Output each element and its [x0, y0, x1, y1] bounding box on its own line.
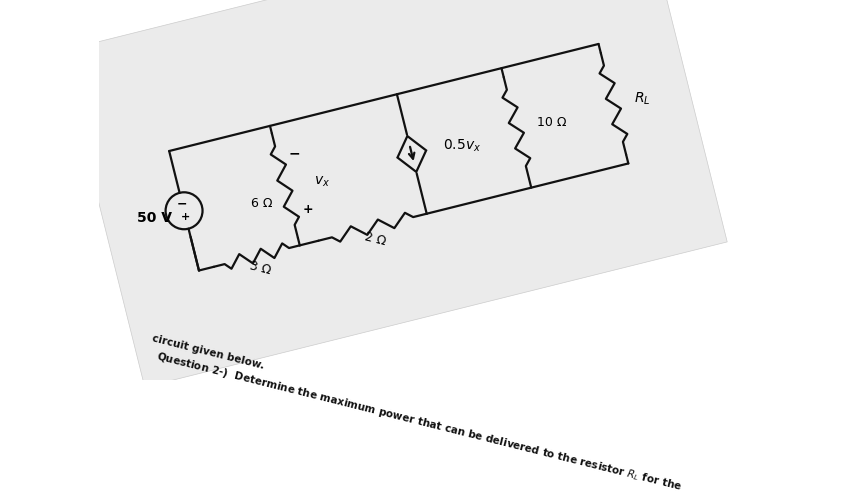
Text: 10 Ω: 10 Ω [538, 116, 567, 129]
Text: 3 Ω: 3 Ω [247, 259, 272, 277]
Text: circuit given below.: circuit given below. [151, 333, 265, 370]
Text: −: − [177, 198, 187, 210]
Text: 2 Ω: 2 Ω [364, 230, 388, 248]
Text: Question 2-)  Determine the maximum power that can be delivered to the resistor : Question 2-) Determine the maximum power… [155, 350, 684, 494]
Text: 50 V: 50 V [137, 211, 172, 225]
Text: +: + [303, 204, 313, 216]
Text: $0.5v_x$: $0.5v_x$ [443, 138, 481, 154]
Polygon shape [61, 0, 728, 387]
Text: $v_x$: $v_x$ [314, 175, 330, 190]
Text: $R_L$: $R_L$ [634, 90, 651, 107]
Text: −: − [288, 146, 300, 160]
Text: 6 Ω: 6 Ω [251, 197, 272, 210]
Text: +: + [181, 212, 190, 222]
